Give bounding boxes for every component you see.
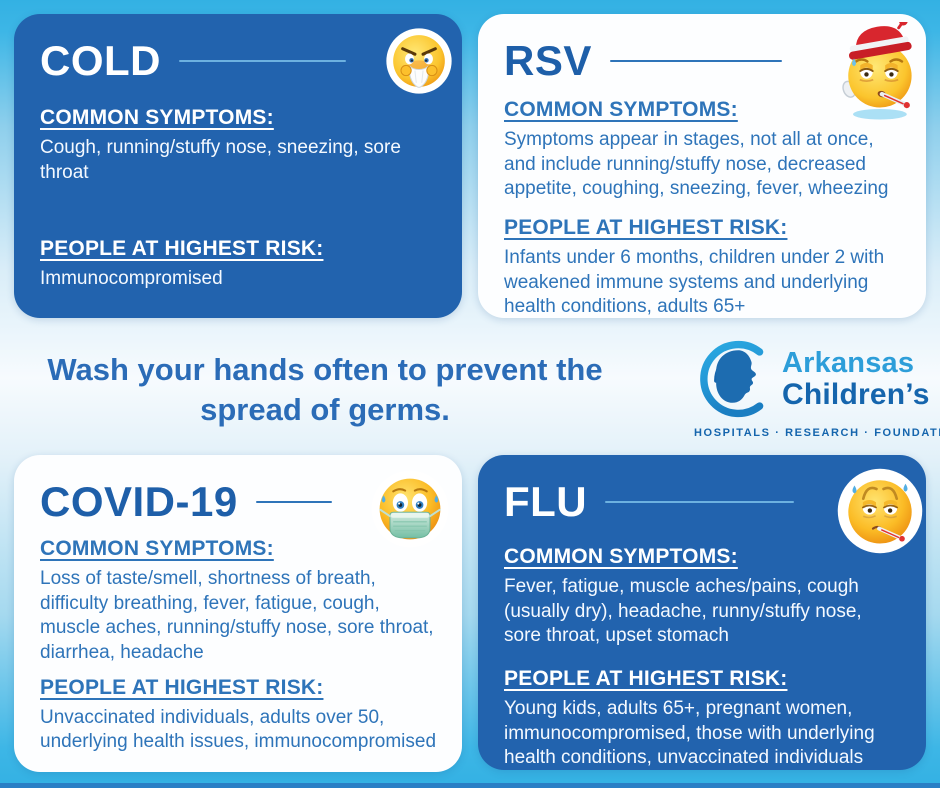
covid-card: COVID-19 bbox=[14, 455, 462, 772]
sick-ice-pack-emoji-icon bbox=[830, 22, 926, 122]
flu-card: FLU bbox=[478, 455, 926, 770]
covid-title-rule bbox=[255, 501, 332, 503]
cold-symptoms-heading: COMMON SYMPTOMS: bbox=[40, 106, 274, 129]
masked-face-emoji-icon bbox=[370, 469, 450, 549]
bottom-edge-bar bbox=[0, 783, 940, 788]
headline-line1: Wash your hands often to prevent the bbox=[47, 352, 603, 387]
flu-title-row: FLU bbox=[504, 481, 902, 523]
cold-title: COLD bbox=[40, 37, 161, 84]
rsv-title: RSV bbox=[504, 37, 592, 84]
thermometer-face-emoji-icon bbox=[836, 467, 924, 555]
cold-symptoms-text: Cough, running/stuffy nose, sneezing, so… bbox=[40, 137, 401, 183]
arkansas-childrens-logo: Arkansas Children’s HOSPITALS · RESEARCH… bbox=[694, 338, 940, 439]
cold-risk-text: Immunocompromised bbox=[40, 268, 223, 290]
covid-title: COVID-19 bbox=[40, 478, 238, 525]
flu-risk-text: Young kids, adults 65+, pregnant women, … bbox=[504, 698, 875, 769]
child-silhouette-crescent-icon bbox=[694, 338, 776, 420]
cold-title-row: COLD bbox=[40, 40, 438, 82]
rsv-risk-text: Infants under 6 months, children under 2… bbox=[504, 247, 885, 318]
covid-symptoms-text: Loss of taste/smell, shortness of breath… bbox=[40, 568, 434, 664]
flu-title-rule bbox=[605, 501, 794, 503]
rsv-symptoms-text: Symptoms appear in stages, not all at on… bbox=[504, 129, 889, 200]
logo-name-line1: Arkansas bbox=[782, 346, 915, 379]
cold-risk-heading: PEOPLE AT HIGHEST RISK: bbox=[40, 237, 324, 261]
logo-name-line2: Children’s bbox=[782, 377, 930, 411]
rsv-symptoms-heading: COMMON SYMPTOMS: bbox=[504, 98, 738, 121]
rsv-risk-heading: PEOPLE AT HIGHEST RISK: bbox=[504, 216, 788, 240]
flu-symptoms-text: Fever, fatigue, muscle aches/pains, coug… bbox=[504, 576, 862, 647]
logo-tagline: HOSPITALS · RESEARCH · FOUNDATION bbox=[694, 427, 940, 439]
rsv-title-rule bbox=[609, 60, 782, 62]
flu-symptoms-heading: COMMON SYMPTOMS: bbox=[504, 545, 738, 568]
cold-title-rule bbox=[179, 60, 346, 62]
flu-risk-heading: PEOPLE AT HIGHEST RISK: bbox=[504, 667, 788, 691]
cold-card: COLD COMMON SYMPTOMS: Cough, running/s bbox=[14, 14, 462, 318]
sneezing-face-emoji-icon bbox=[385, 27, 453, 95]
rsv-card: RSV bbox=[478, 14, 926, 318]
flu-title: FLU bbox=[504, 478, 588, 525]
covid-symptoms-heading: COMMON SYMPTOMS: bbox=[40, 537, 274, 560]
covid-risk-text: Unvaccinated individuals, adults over 50… bbox=[40, 706, 437, 753]
rsv-title-row: RSV bbox=[504, 40, 902, 82]
handwashing-headline: Wash your hands often to prevent the spr… bbox=[30, 350, 620, 429]
headline-line2: spread of germs. bbox=[200, 391, 450, 427]
covid-title-row: COVID-19 bbox=[40, 481, 438, 523]
covid-risk-heading: PEOPLE AT HIGHEST RISK: bbox=[40, 675, 324, 699]
